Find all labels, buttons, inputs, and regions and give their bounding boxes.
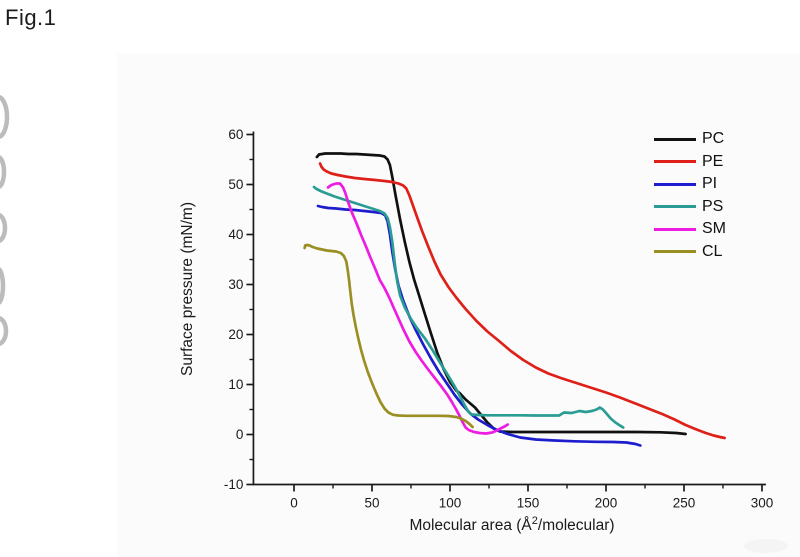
smudge-artifact [744, 539, 788, 553]
x-axis-title: Molecular area (Å2/molecular) [409, 514, 615, 535]
series-sm [326, 182, 510, 435]
edge-artifact [0, 316, 9, 346]
legend-label-sm: SM [702, 220, 726, 238]
legend-line-pe [654, 160, 696, 164]
x-tick-label: 150 [517, 496, 540, 511]
figure-caption: Fig.1 [5, 5, 57, 30]
series-pc [315, 152, 687, 436]
series-ps [312, 185, 625, 429]
legend-line-pc [654, 137, 696, 141]
edge-artifact [0, 213, 8, 243]
legend-item-ps: PS [654, 196, 726, 219]
legend-item-cl: CL [654, 241, 726, 264]
x-axis-title-text: Molecular area (Å [409, 517, 532, 534]
y-tick-label: 20 [228, 327, 243, 342]
edge-artifact [0, 95, 10, 139]
y-tick-label: -10 [224, 477, 244, 492]
x-tick-label: 200 [595, 496, 618, 511]
x-tick-label: 0 [290, 496, 298, 511]
edge-artifact [0, 155, 7, 189]
series-pe [318, 162, 726, 440]
legend-label-pe: PE [702, 152, 724, 170]
legend-item-sm: SM [654, 218, 726, 241]
y-tick-label: 60 [228, 127, 243, 142]
x-tick-label: 300 [751, 496, 774, 511]
x-tick-label: 250 [673, 496, 696, 511]
legend-line-sm [654, 227, 696, 231]
y-tick-label: 40 [228, 227, 243, 242]
legend-item-pi: PI [654, 173, 726, 196]
figure-background [117, 53, 800, 557]
legend-item-pe: PE [654, 151, 726, 174]
edge-artifact [0, 267, 6, 305]
series-cl [303, 243, 474, 429]
legend-line-pi [654, 182, 696, 186]
y-tick-label: 0 [236, 427, 244, 442]
y-axis-title: Surface pressure (mN/m) [179, 202, 196, 376]
legend-item-pc: PC [654, 128, 726, 151]
series-pi [316, 204, 642, 447]
y-tick-label: 10 [228, 377, 243, 392]
legend-label-ps: PS [702, 197, 724, 215]
legend: PC PE PI PS SM CL [654, 128, 726, 263]
x-axis-title-superscript: 2 [531, 514, 538, 527]
legend-label-pc: PC [702, 130, 725, 148]
x-tick-label: 50 [364, 496, 379, 511]
legend-label-pi: PI [702, 175, 718, 193]
legend-line-cl [654, 250, 696, 254]
y-tick-label: 50 [228, 177, 243, 192]
legend-label-cl: CL [702, 242, 723, 260]
x-axis-title-suffix: /molecular) [537, 517, 615, 534]
legend-line-ps [654, 205, 696, 209]
x-tick-label: 100 [439, 496, 462, 511]
y-tick-label: 30 [228, 277, 243, 292]
